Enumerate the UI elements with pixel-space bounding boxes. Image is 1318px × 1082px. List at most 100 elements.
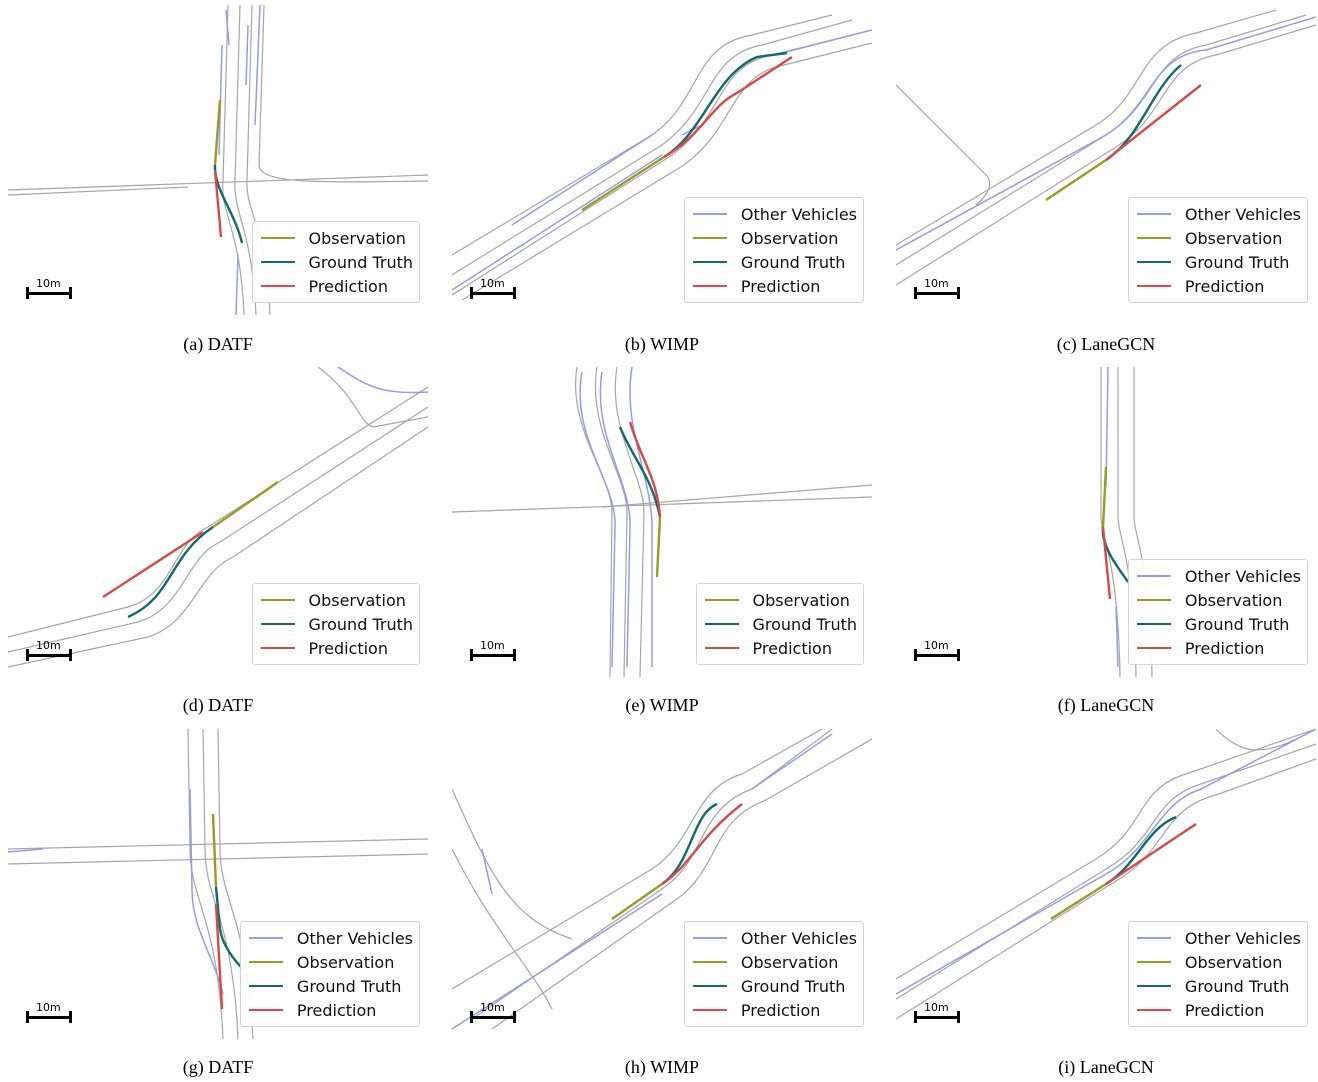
legend-swatch: [1136, 285, 1171, 287]
scale-label: 10m: [924, 639, 949, 652]
panel-h: Other Vehicles Observation Ground Truth Pre…: [452, 729, 872, 1039]
panel-c: Other Vehicles Observation Ground Truth Pre…: [896, 5, 1316, 315]
legend-item-other: Other Vehicles: [691, 926, 857, 950]
legend-e: Observation Ground Truth Prediction: [695, 583, 864, 665]
legend-swatch: [704, 647, 739, 649]
legend-item-gt: Ground Truth: [691, 974, 857, 998]
legend-item-obs: Observation: [691, 226, 857, 250]
legend-item-pred: Prediction: [247, 998, 413, 1022]
legend-label: Ground Truth: [1184, 614, 1290, 634]
legend-swatch: [1136, 575, 1171, 577]
legend-swatch: [692, 261, 727, 263]
caption-f: (f) LaneGCN: [1057, 695, 1155, 715]
legend-i: Other Vehicles Observation Ground Truth Pre…: [1127, 921, 1308, 1027]
scale-label: 10m: [36, 639, 61, 652]
legend-label: Prediction: [296, 1000, 377, 1020]
caption-b: (b) WIMP: [624, 334, 700, 354]
legend-swatch: [692, 961, 727, 963]
map-plot-d: [8, 367, 428, 668]
legend-item-pred: Prediction: [691, 274, 857, 298]
legend-label: Prediction: [308, 638, 388, 658]
scale-bar: 10m: [914, 277, 960, 301]
scale-label: 10m: [36, 1001, 61, 1014]
panel-a: Observation Ground Truth Prediction 10m: [8, 5, 428, 315]
legend-label: Other Vehicles: [296, 928, 413, 948]
legend-item-gt: Ground Truth: [247, 974, 413, 998]
map-plot-c: [896, 9, 1316, 286]
legend-item-pred: Prediction: [259, 636, 414, 660]
legend-swatch: [1136, 985, 1171, 987]
scale-label: 10m: [480, 1001, 505, 1014]
legend-label: Ground Truth: [1184, 976, 1290, 996]
legend-item-pred: Prediction: [1135, 636, 1301, 660]
caption-e: (e) WIMP: [625, 695, 699, 715]
legend-swatch: [692, 937, 727, 939]
legend-swatch: [1136, 213, 1171, 215]
scale-bar: 10m: [26, 277, 72, 301]
map-plot-h: [452, 729, 872, 1030]
legend-label: Prediction: [1184, 1000, 1265, 1020]
legend-item-obs: Observation: [1135, 588, 1301, 612]
legend-swatch: [1136, 961, 1171, 963]
legend-c: Other Vehicles Observation Ground Truth Pre…: [1127, 197, 1308, 303]
legend-item-pred: Prediction: [1135, 274, 1301, 298]
panel-f: Other Vehicles Observation Ground Truth Pre…: [896, 367, 1316, 677]
scale-bar: 10m: [470, 639, 516, 663]
scale-label: 10m: [924, 277, 949, 290]
legend-item-obs: Observation: [259, 226, 414, 250]
caption-a: (a) DATF: [183, 334, 253, 354]
legend-label: Observation: [740, 228, 839, 248]
legend-g: Other Vehicles Observation Ground Truth Pre…: [239, 921, 420, 1027]
legend-label: Prediction: [1184, 276, 1265, 296]
caption-h: (h) WIMP: [624, 1057, 700, 1077]
legend-swatch: [704, 623, 739, 625]
legend-label: Observation: [752, 590, 850, 610]
legend-item-gt: Ground Truth: [259, 250, 413, 274]
legend-item-pred: Prediction: [1135, 998, 1301, 1022]
legend-swatch: [1136, 1009, 1171, 1011]
legend-item-pred: Prediction: [703, 636, 858, 660]
legend-f: Other Vehicles Observation Ground Truth Pre…: [1127, 559, 1308, 665]
legend-label: Observation: [1184, 952, 1283, 972]
legend-swatch: [692, 213, 727, 215]
scale-label: 10m: [480, 639, 505, 652]
legend-label: Other Vehicles: [740, 928, 857, 948]
legend-swatch: [248, 985, 283, 987]
map-plot-e: [452, 367, 872, 677]
legend-item-other: Other Vehicles: [1135, 564, 1301, 588]
legend-label: Ground Truth: [752, 614, 858, 634]
legend-label: Prediction: [740, 1000, 821, 1020]
scale-label: 10m: [36, 277, 61, 290]
legend-swatch: [248, 961, 283, 963]
legend-label: Observation: [296, 952, 395, 972]
legend-swatch: [1136, 937, 1171, 939]
scale-bar: 10m: [470, 1001, 516, 1025]
legend-label: Observation: [308, 228, 406, 248]
scale-label: 10m: [480, 277, 505, 290]
scale-bar: 10m: [26, 639, 72, 663]
panel-i: Other Vehicles Observation Ground Truth Pre…: [896, 729, 1316, 1039]
legend-swatch: [260, 647, 295, 649]
legend-label: Other Vehicles: [740, 204, 857, 224]
legend-item-gt: Ground Truth: [1135, 612, 1301, 636]
caption-d: (d) DATF: [182, 695, 254, 715]
legend-swatch: [248, 937, 283, 939]
scale-label: 10m: [924, 1001, 949, 1014]
legend-swatch: [692, 1009, 727, 1011]
legend-label: Ground Truth: [1184, 252, 1290, 272]
legend-swatch: [248, 1009, 283, 1011]
legend-item-other: Other Vehicles: [1135, 202, 1301, 226]
legend-item-gt: Ground Truth: [1135, 974, 1301, 998]
legend-item-gt: Ground Truth: [691, 250, 857, 274]
legend-label: Observation: [740, 952, 839, 972]
legend-item-obs: Observation: [1135, 226, 1301, 250]
panel-d: Observation Ground Truth Prediction 10m: [8, 367, 428, 677]
legend-label: Observation: [1184, 590, 1283, 610]
legend-label: Prediction: [1184, 638, 1265, 658]
map-plot-i: [896, 729, 1316, 1020]
legend-swatch: [260, 623, 295, 625]
legend-label: Ground Truth: [308, 614, 414, 634]
legend-swatch: [692, 285, 727, 287]
legend-item-obs: Observation: [703, 588, 858, 612]
legend-item-obs: Observation: [247, 950, 413, 974]
